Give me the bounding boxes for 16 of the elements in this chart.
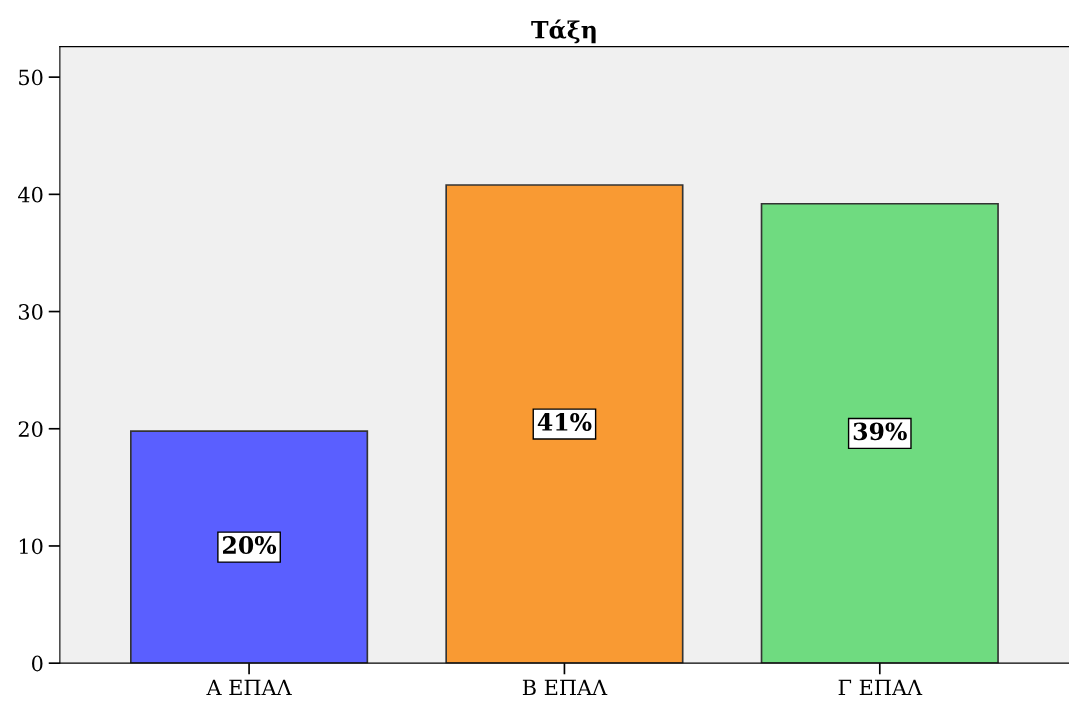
y-tick-label: 50 — [19, 69, 43, 86]
bar — [445, 184, 684, 664]
y-tick-label: 30 — [18, 304, 43, 320]
data-label: 39% — [853, 422, 907, 441]
data-label: 41% — [537, 413, 592, 431]
x-tick-label: Β ΕΠΑΛ — [522, 679, 608, 695]
y-tick-label: 0 — [32, 655, 43, 672]
y-tick-label: 10 — [19, 538, 43, 555]
x-tick-label: Γ ΕΠΑΛ — [838, 679, 923, 695]
chart-title: Τάξη — [531, 19, 596, 44]
y-tick-label: 20 — [18, 421, 43, 437]
data-label: 20% — [223, 536, 277, 554]
bar — [129, 430, 369, 664]
x-tick-label: Α ΕΠΑΛ — [206, 679, 292, 695]
y-tick-label: 40 — [18, 186, 43, 203]
bar — [760, 202, 999, 664]
